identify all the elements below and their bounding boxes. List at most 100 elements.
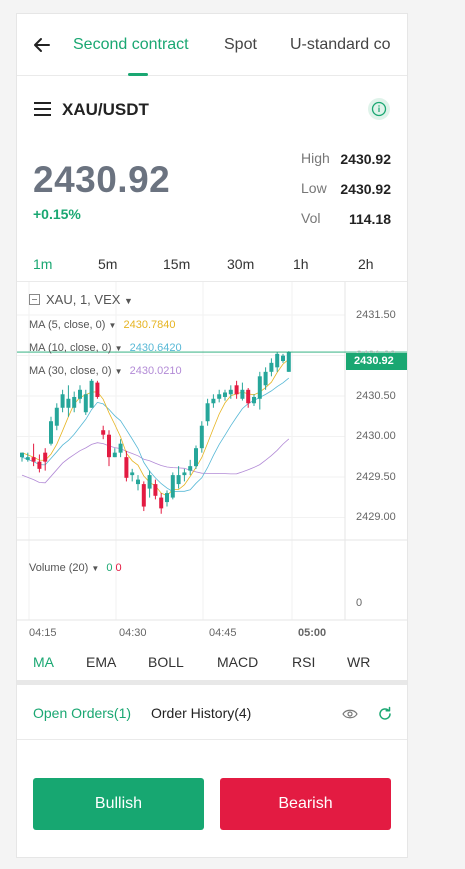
- app-frame: Second contract Spot U-standard co XAU/U…: [16, 13, 408, 858]
- ma30-label: MA (30, close, 0): [29, 365, 112, 377]
- interval-1m[interactable]: 1m: [33, 256, 53, 272]
- chart-symbol-text: XAU, 1, VEX: [46, 292, 121, 307]
- tab-spot[interactable]: Spot: [224, 36, 257, 53]
- x-tick-label: 04:45: [209, 627, 237, 639]
- ma5-line: [21, 358, 290, 497]
- candle-body: [257, 376, 262, 399]
- candle-body: [147, 475, 152, 489]
- interval-15m[interactable]: 15m: [163, 256, 191, 272]
- candle-body: [263, 371, 268, 386]
- tab-u-standard[interactable]: U-standard co: [290, 36, 391, 53]
- interval-bar: 1m 5m 15m 30m 1h 2h: [17, 250, 407, 282]
- candle-body: [269, 362, 274, 372]
- active-tab-indicator: [128, 73, 148, 76]
- ma30-value: 2430.0210: [129, 365, 182, 377]
- indicator-wr[interactable]: WR: [347, 654, 371, 670]
- candle-body: [170, 475, 175, 498]
- indicator-ma[interactable]: MA: [33, 654, 54, 670]
- candle-body: [234, 385, 239, 395]
- candle-body: [194, 448, 198, 467]
- indicator-ema[interactable]: EMA: [86, 654, 117, 670]
- tab-second-contract[interactable]: Second contract: [73, 36, 189, 53]
- candle-body: [281, 355, 285, 362]
- candle-body: [25, 457, 30, 460]
- candle-body: [37, 461, 42, 469]
- candle-body: [49, 421, 53, 444]
- bullish-button[interactable]: Bullish: [33, 778, 204, 830]
- symbol-title[interactable]: XAU/USDT: [62, 100, 149, 119]
- candle-body: [54, 407, 59, 426]
- candle-body: [153, 484, 158, 496]
- candle-body: [217, 394, 222, 399]
- bearish-button[interactable]: Bearish: [220, 778, 391, 830]
- chart-symbol-legend[interactable]: XAU, 1, VEX ▼: [29, 292, 133, 307]
- interval-1h[interactable]: 1h: [293, 256, 309, 272]
- candle-body: [43, 452, 48, 462]
- candle-body: [176, 475, 181, 485]
- symbol-header: XAU/USDT: [17, 76, 407, 138]
- high-label: High: [301, 150, 330, 166]
- candle-body: [89, 380, 94, 408]
- ma30-legend[interactable]: MA (30, close, 0) ▼ 2430.0210: [29, 365, 182, 377]
- price-change: +0.15%: [33, 206, 81, 222]
- last-price: 2430.92: [33, 159, 171, 200]
- indicator-boll[interactable]: BOLL: [148, 654, 184, 670]
- candle-body: [31, 457, 36, 462]
- info-icon[interactable]: [368, 98, 390, 120]
- candle-body: [228, 389, 233, 395]
- x-tick-label: 04:30: [119, 627, 147, 639]
- tab-order-history[interactable]: Order History(4): [151, 705, 252, 721]
- candle-body: [141, 484, 146, 507]
- candle-body: [246, 389, 251, 404]
- candle-body: [107, 434, 111, 458]
- volume-legend[interactable]: Volume (20) ▼ 0 0: [29, 562, 122, 574]
- interval-5m[interactable]: 5m: [98, 256, 118, 272]
- collapse-icon[interactable]: [29, 294, 40, 305]
- y-tick-label: 2430.50: [356, 390, 396, 402]
- candle-body: [199, 425, 204, 449]
- indicator-bar: MA EMA BOLL MACD RSI WR: [17, 647, 407, 685]
- y-tick-label: 2429.00: [356, 511, 396, 523]
- candle-body: [60, 394, 65, 408]
- chevron-down-icon[interactable]: ▼: [114, 367, 123, 376]
- y-tick-label: 2431.50: [356, 309, 396, 321]
- refresh-icon[interactable]: [377, 706, 393, 722]
- chevron-down-icon[interactable]: ▼: [124, 296, 133, 306]
- candle-body: [136, 479, 140, 485]
- indicator-rsi[interactable]: RSI: [292, 654, 316, 670]
- candle-body: [101, 430, 106, 435]
- chevron-down-icon[interactable]: ▼: [114, 344, 123, 353]
- candle-body: [252, 396, 256, 404]
- volume-axis-zero: 0: [356, 597, 363, 609]
- candle-body: [240, 389, 245, 399]
- chevron-down-icon[interactable]: ▼: [91, 564, 100, 573]
- candle-body: [205, 403, 210, 422]
- back-arrow-icon[interactable]: [31, 34, 53, 56]
- candle-body: [275, 353, 280, 368]
- tab-open-orders[interactable]: Open Orders(1): [33, 705, 132, 721]
- candle-body: [130, 472, 135, 476]
- candlestick-chart[interactable]: XAU, 1, VEX ▼ MA (5, close, 0) ▼ 2430.78…: [17, 282, 408, 647]
- ma30-line: [21, 438, 290, 484]
- candle-body: [211, 398, 216, 404]
- menu-icon[interactable]: [34, 102, 51, 116]
- x-tick-label: 04:15: [29, 627, 57, 639]
- vol-value: 114.18: [348, 211, 391, 227]
- candle-body: [118, 443, 123, 453]
- ma10-line: [21, 377, 290, 493]
- interval-30m[interactable]: 30m: [227, 256, 255, 272]
- candle-body: [112, 452, 117, 458]
- ma10-label: MA (10, close, 0): [29, 342, 112, 354]
- candle-body: [66, 398, 71, 408]
- ma10-value: 2430.6420: [129, 342, 182, 354]
- volume-value-b: 0: [115, 562, 122, 574]
- chart-canvas[interactable]: [17, 282, 408, 647]
- ma5-legend[interactable]: MA (5, close, 0) ▼ 2430.7840: [29, 319, 175, 331]
- chevron-down-icon[interactable]: ▼: [108, 321, 117, 330]
- ma10-legend[interactable]: MA (10, close, 0) ▼ 2430.6420: [29, 342, 182, 354]
- interval-2h[interactable]: 2h: [358, 256, 374, 272]
- eye-icon[interactable]: [342, 708, 358, 720]
- candle-body: [83, 394, 88, 413]
- indicator-macd[interactable]: MACD: [217, 654, 259, 670]
- candle-body: [182, 472, 187, 476]
